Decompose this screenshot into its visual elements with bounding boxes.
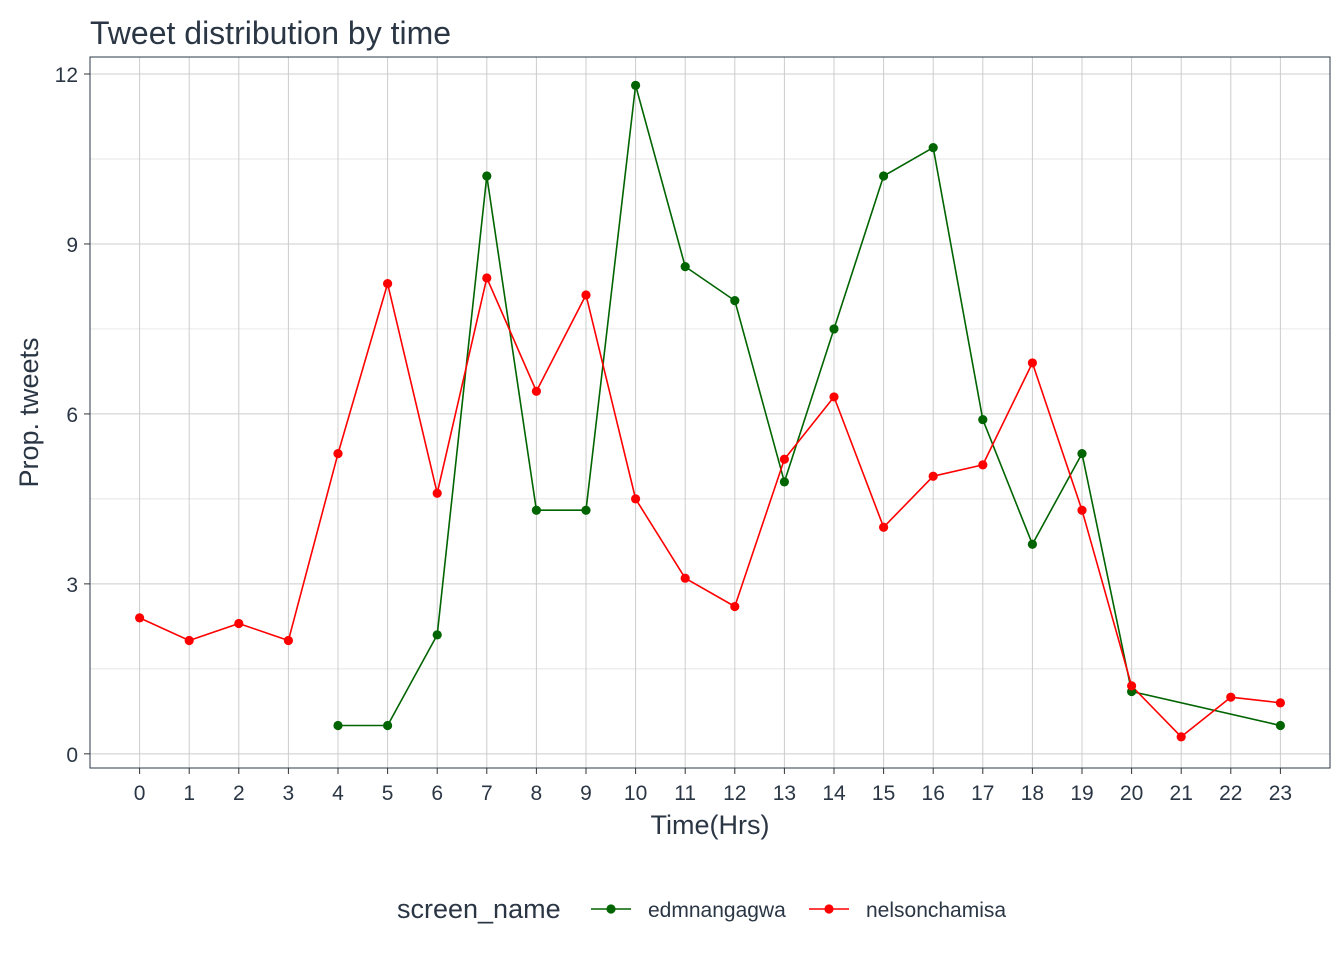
x-tick-label: 22 <box>1219 782 1242 805</box>
legend-items: edmnangagwa nelsonchamisa <box>591 899 1006 922</box>
x-tick-label: 11 <box>674 782 696 805</box>
data-point-nelsonchamisa <box>184 635 194 646</box>
major-gridlines <box>90 57 1330 768</box>
x-tick-label: 23 <box>1269 782 1292 805</box>
data-point-nelsonchamisa <box>581 290 591 300</box>
x-tick-label: 18 <box>1021 782 1044 805</box>
legend: screen_name edmnangagwa nelsonchamisa <box>397 894 1006 924</box>
x-tick-label: 19 <box>1070 782 1093 805</box>
data-point-edmnangagwa <box>978 414 988 425</box>
y-tick-label: 9 <box>66 234 78 257</box>
x-tick-label: 12 <box>723 782 746 805</box>
data-point-edmnangagwa <box>680 262 690 272</box>
data-point-edmnangagwa <box>829 324 839 334</box>
data-point-nelsonchamisa <box>531 386 542 396</box>
data-point-nelsonchamisa <box>928 471 938 481</box>
x-tick-label: 9 <box>580 782 592 805</box>
data-point-edmnangagwa <box>531 505 542 515</box>
y-tick-label: 12 <box>55 64 78 87</box>
data-point-nelsonchamisa <box>1127 681 1137 691</box>
x-tick-label: 0 <box>134 782 146 805</box>
x-tick-label: 14 <box>822 782 846 805</box>
data-point-nelsonchamisa <box>879 522 889 532</box>
y-tick-label: 6 <box>66 404 78 427</box>
x-tick-label: 6 <box>431 782 443 805</box>
minor-gridlines <box>90 158 1330 670</box>
panel-border <box>89 56 1331 769</box>
x-tick-label: 5 <box>382 782 394 805</box>
y-axis-title: Prop. tweets <box>14 337 44 487</box>
chart-title: Tweet distribution by time <box>90 15 451 51</box>
legend-title: screen_name <box>397 894 561 924</box>
x-tick-label: 7 <box>481 782 493 805</box>
data-point-edmnangagwa <box>432 630 442 640</box>
data-point-edmnangagwa <box>581 505 591 515</box>
series-points <box>135 80 1285 742</box>
x-tick-label: 15 <box>872 782 895 805</box>
x-axis-title: Time(Hrs) <box>651 810 770 840</box>
data-point-nelsonchamisa <box>1275 698 1285 708</box>
x-tick-label: 4 <box>332 782 344 805</box>
data-point-edmnangagwa <box>730 296 740 306</box>
x-tick-label: 21 <box>1170 782 1193 805</box>
x-tick-label: 10 <box>624 782 647 805</box>
data-point-nelsonchamisa <box>680 573 690 583</box>
x-tick-label: 3 <box>283 782 295 805</box>
data-point-nelsonchamisa <box>333 448 343 459</box>
data-point-nelsonchamisa <box>1176 732 1186 742</box>
data-point-nelsonchamisa <box>829 392 839 402</box>
x-tick-label: 16 <box>922 782 945 805</box>
series-line-nelsonchamisa <box>139 277 1281 738</box>
data-point-nelsonchamisa <box>432 488 442 498</box>
data-point-edmnangagwa <box>333 720 343 731</box>
legend-label: edmnangagwa <box>648 899 786 922</box>
data-point-edmnangagwa <box>928 143 938 153</box>
data-point-edmnangagwa <box>1077 448 1087 459</box>
data-point-edmnangagwa <box>1275 720 1285 731</box>
legend-label: nelsonchamisa <box>866 899 1006 922</box>
x-tick-label: 8 <box>531 782 543 805</box>
data-point-nelsonchamisa <box>383 279 393 289</box>
data-point-nelsonchamisa <box>1226 692 1236 702</box>
y-tick-label: 0 <box>66 744 78 767</box>
data-point-edmnangagwa <box>1027 539 1037 549</box>
y-axis-ticks: 0 3 6 9 12 <box>55 64 90 767</box>
data-point-nelsonchamisa <box>283 635 293 646</box>
x-tick-label: 13 <box>773 782 796 805</box>
legend-key-point <box>606 904 616 914</box>
x-tick-label: 17 <box>971 782 994 805</box>
data-point-nelsonchamisa <box>631 494 641 504</box>
data-point-nelsonchamisa <box>730 601 740 612</box>
data-point-edmnangagwa <box>383 720 393 731</box>
data-point-edmnangagwa <box>879 171 889 181</box>
x-tick-label: 20 <box>1120 782 1143 805</box>
data-point-nelsonchamisa <box>978 460 988 470</box>
legend-key-point <box>824 904 834 914</box>
data-point-nelsonchamisa <box>135 613 145 623</box>
data-point-edmnangagwa <box>631 80 641 90</box>
data-point-nelsonchamisa <box>1027 358 1037 368</box>
data-point-edmnangagwa <box>779 477 790 487</box>
x-axis-ticks: 0 1 2 3 4 5 6 7 8 9 10 11 12 13 14 15 16 17 18 19 20 21 22 23 <box>134 768 1292 805</box>
x-tick-label: 1 <box>183 782 195 805</box>
data-point-edmnangagwa <box>482 171 492 181</box>
x-tick-label: 2 <box>233 782 245 805</box>
data-point-nelsonchamisa <box>779 454 790 464</box>
data-point-nelsonchamisa <box>482 273 492 283</box>
data-point-nelsonchamisa <box>1077 505 1087 515</box>
series-line-edmnangagwa <box>338 84 1281 727</box>
series-lines <box>139 84 1281 738</box>
data-point-nelsonchamisa <box>234 618 244 629</box>
y-tick-label: 3 <box>66 574 78 597</box>
